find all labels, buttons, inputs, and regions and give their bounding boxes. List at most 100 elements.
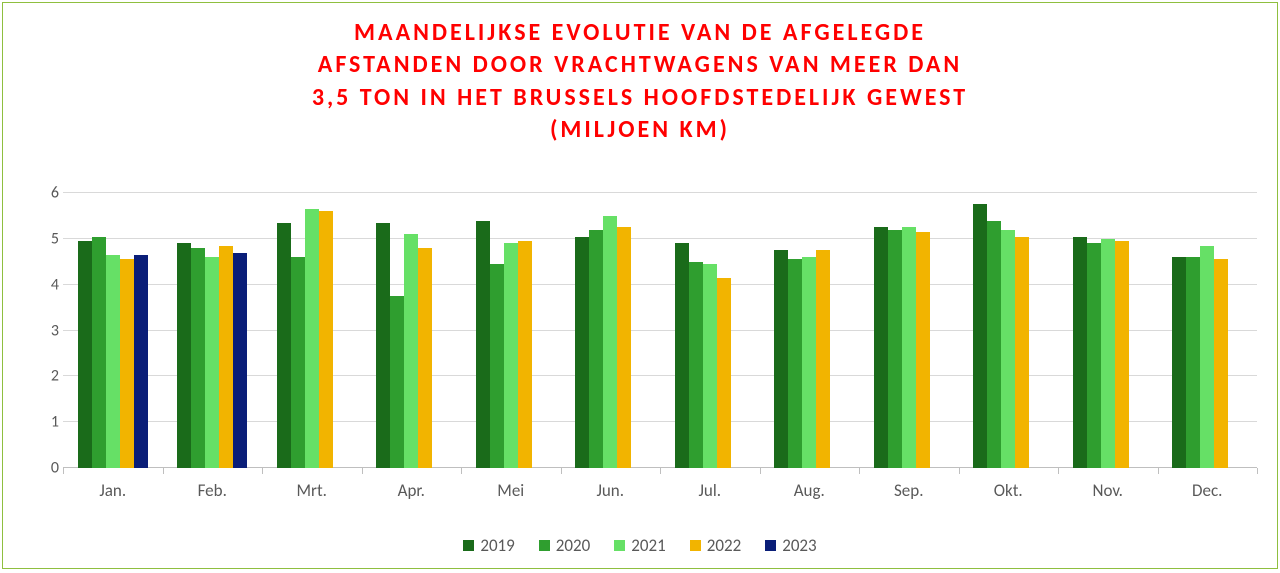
bar bbox=[1101, 239, 1115, 468]
x-tick-label: Apr. bbox=[362, 468, 462, 501]
x-tick-label: Aug. bbox=[760, 468, 860, 501]
bar-group: Jan. bbox=[63, 193, 163, 468]
legend-item: 2022 bbox=[690, 535, 741, 556]
bar bbox=[305, 209, 319, 468]
chart-title: MAANDELIJKSE EVOLUTIE VAN DE AFGELEGDE A… bbox=[3, 3, 1277, 147]
legend-label: 2021 bbox=[631, 535, 665, 556]
bar bbox=[888, 230, 902, 468]
bar bbox=[902, 227, 916, 468]
legend-label: 2019 bbox=[480, 535, 514, 556]
x-tick-mark bbox=[561, 468, 562, 474]
bar-group: Jun. bbox=[561, 193, 661, 468]
bar bbox=[78, 241, 92, 468]
bar bbox=[504, 243, 518, 468]
bar bbox=[788, 259, 802, 468]
bar bbox=[689, 262, 703, 468]
bar bbox=[874, 227, 888, 468]
legend-label: 2023 bbox=[782, 535, 816, 556]
bar bbox=[675, 243, 689, 468]
x-tick-mark bbox=[262, 468, 263, 474]
bar bbox=[518, 241, 532, 468]
bar bbox=[177, 243, 191, 468]
bar-group: Apr. bbox=[362, 193, 462, 468]
bar bbox=[1186, 257, 1200, 468]
x-tick-label: Jul. bbox=[660, 468, 760, 501]
bar-group: Okt. bbox=[959, 193, 1059, 468]
bar bbox=[404, 234, 418, 468]
title-line-1: MAANDELIJKSE EVOLUTIE VAN DE AFGELEGDE bbox=[63, 17, 1217, 49]
legend-swatch bbox=[690, 540, 701, 551]
bar bbox=[703, 264, 717, 468]
bar bbox=[418, 248, 432, 468]
bar bbox=[219, 246, 233, 468]
bar-group: Dec. bbox=[1158, 193, 1258, 468]
bar bbox=[191, 248, 205, 468]
x-tick-mark bbox=[163, 468, 164, 474]
x-tick-mark bbox=[63, 468, 64, 474]
bar-group: Mei bbox=[461, 193, 561, 468]
legend-item: 2021 bbox=[614, 535, 665, 556]
legend-item: 2023 bbox=[765, 535, 816, 556]
bar bbox=[291, 257, 305, 468]
y-tick-label: 4 bbox=[23, 275, 59, 294]
plot-region: Jan.Feb.Mrt.Apr.MeiJun.Jul.Aug.Sep.Okt.N… bbox=[63, 193, 1257, 468]
bar bbox=[1001, 230, 1015, 468]
legend-swatch bbox=[463, 540, 474, 551]
bar bbox=[717, 278, 731, 468]
legend-label: 2022 bbox=[707, 535, 741, 556]
x-tick-mark bbox=[760, 468, 761, 474]
bar bbox=[1214, 259, 1228, 468]
bar-group: Aug. bbox=[760, 193, 860, 468]
x-tick-mark bbox=[660, 468, 661, 474]
bar-group: Feb. bbox=[163, 193, 263, 468]
x-tick-mark bbox=[859, 468, 860, 474]
x-tick-mark bbox=[1058, 468, 1059, 474]
legend: 2019 2020 2021 2022 2023 bbox=[3, 535, 1277, 556]
y-tick-label: 2 bbox=[23, 367, 59, 386]
bar bbox=[575, 237, 589, 468]
bar bbox=[1015, 237, 1029, 468]
x-tick-label: Feb. bbox=[163, 468, 263, 501]
bar bbox=[106, 255, 120, 468]
bar bbox=[205, 257, 219, 468]
x-tick-mark bbox=[1158, 468, 1159, 474]
y-tick-label: 5 bbox=[23, 229, 59, 248]
bar bbox=[916, 232, 930, 468]
bar bbox=[233, 253, 247, 468]
y-tick-label: 6 bbox=[23, 184, 59, 203]
bar bbox=[476, 221, 490, 469]
bar bbox=[1087, 243, 1101, 468]
title-line-3: 3,5 TON IN HET BRUSSELS HOOFDSTEDELIJK G… bbox=[63, 82, 1217, 114]
x-tick-mark bbox=[959, 468, 960, 474]
legend-item: 2019 bbox=[463, 535, 514, 556]
chart-frame: MAANDELIJKSE EVOLUTIE VAN DE AFGELEGDE A… bbox=[2, 2, 1278, 569]
bar-group: Sep. bbox=[859, 193, 959, 468]
bar-group: Nov. bbox=[1058, 193, 1158, 468]
x-tick-label: Mrt. bbox=[262, 468, 362, 501]
bar bbox=[802, 257, 816, 468]
bar bbox=[277, 223, 291, 468]
chart-area: 0123456 Jan.Feb.Mrt.Apr.MeiJun.Jul.Aug.S… bbox=[23, 193, 1257, 498]
bar bbox=[774, 250, 788, 468]
bar bbox=[490, 264, 504, 468]
legend-swatch bbox=[614, 540, 625, 551]
bar bbox=[987, 221, 1001, 469]
legend-label: 2020 bbox=[556, 535, 590, 556]
bar bbox=[92, 237, 106, 468]
y-tick-label: 1 bbox=[23, 413, 59, 432]
bar bbox=[973, 204, 987, 468]
bar bbox=[376, 223, 390, 468]
x-tick-label: Jun. bbox=[561, 468, 661, 501]
legend-item: 2020 bbox=[539, 535, 590, 556]
legend-swatch bbox=[765, 540, 776, 551]
x-tick-mark bbox=[1257, 468, 1258, 474]
bar-group: Mrt. bbox=[262, 193, 362, 468]
bar bbox=[319, 211, 333, 468]
bar bbox=[603, 216, 617, 468]
title-line-2: AFSTANDEN DOOR VRACHTWAGENS VAN MEER DAN bbox=[63, 49, 1217, 81]
bar-group: Jul. bbox=[660, 193, 760, 468]
bar bbox=[120, 259, 134, 468]
bar bbox=[617, 227, 631, 468]
x-tick-label: Sep. bbox=[859, 468, 959, 501]
bar bbox=[1172, 257, 1186, 468]
